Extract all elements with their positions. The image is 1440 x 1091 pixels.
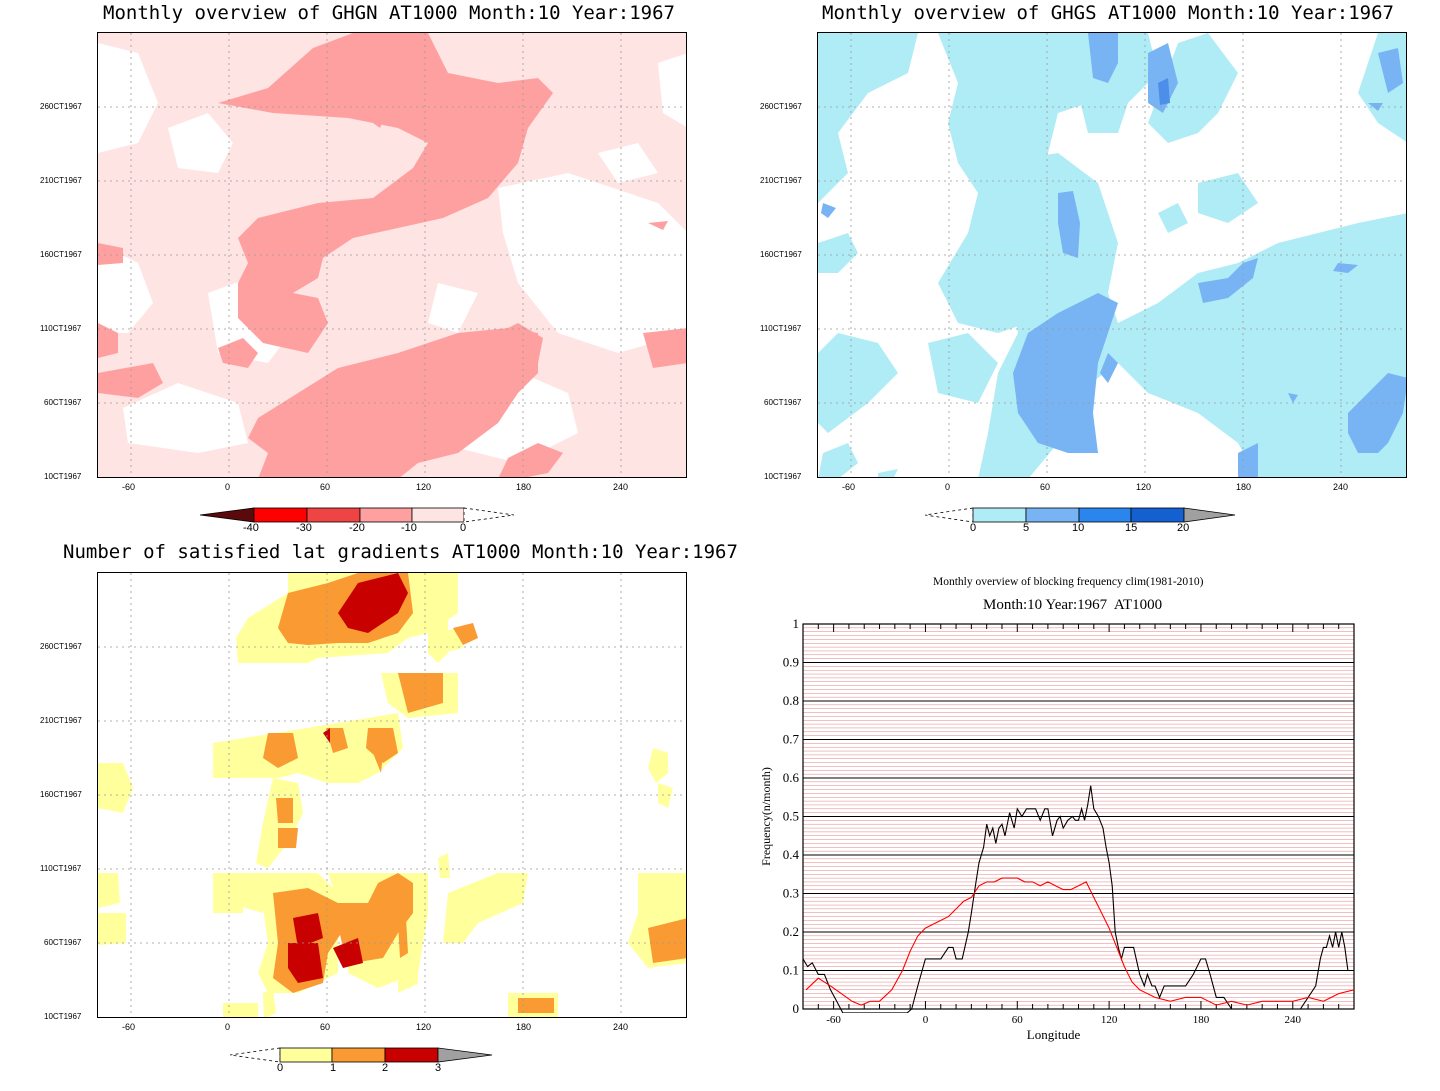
blocking-chart: 0 0.1 0.2 0.3 0.4 0.5 0.6 0.7 0.8 0.9 1 -60 0 60 120 18… [759,616,1355,1042]
x-tick-label: -60 [826,1014,841,1026]
ghgs-plot-area [817,32,1407,478]
ghgs-ytick: 210CT1967 [760,176,802,185]
ghgn-colorbar-label: -20 [349,522,365,534]
x-axis-title: Longitude [1027,1027,1081,1042]
lat-gradients-ytick: 10CT1967 [44,1012,82,1021]
ghgn-title: Monthly overview of GHGN AT1000 Month:10… [103,2,675,24]
ghgs-xtick: 0 [945,482,951,492]
ghgs-ytick: 260CT1967 [760,102,802,111]
ghgn-xtick: 180 [516,482,532,492]
lat-gradients-title: Number of satisfied lat gradients AT1000… [63,541,738,563]
y-axis-title: Frequency(n/month) [759,767,773,866]
y-tick-label: 0 [793,1001,800,1016]
ghgn-colorbar-label: -30 [296,522,312,534]
lat-gradients-xtick: -60 [122,1022,136,1032]
y-tick-label: 0.5 [783,809,799,824]
ghgn-ytick: 210CT1967 [40,176,82,185]
ghgs-ytick: 160CT1967 [760,250,802,259]
lat-gradients-xtick: 60 [320,1022,331,1032]
ghgn-colorbar-label: -40 [243,522,259,534]
lat-gradients-colorbar-label: 3 [435,1062,442,1074]
lat-gradients-plot-area [97,572,687,1018]
blocking-subtitle: Month:10 Year:1967 AT1000 [983,597,1163,613]
ghgs-ytick: 10CT1967 [764,472,802,481]
x-tick-label: 0 [923,1014,929,1026]
lat-gradients-ytick: 110CT1967 [40,864,82,873]
lat-gradients-xtick: 120 [416,1022,432,1032]
climatology-line [805,877,1354,1006]
ghgs-ytick: 110CT1967 [760,324,802,333]
lat-gradients-xtick: 0 [225,1022,231,1032]
ghgs-colorbar-label: 10 [1072,522,1085,534]
ghgn-colorbar [200,507,515,523]
ghgs-colorbar-label: 15 [1125,522,1138,534]
y-tick-label: 0.6 [783,770,800,785]
ghgn-ytick: 10CT1967 [44,472,82,481]
ghgn-xtick: 60 [320,482,331,492]
ghgs-ytick: 60CT1967 [764,398,802,407]
x-tick-label: 60 [1012,1014,1024,1026]
ghgn-xtick: -60 [122,482,136,492]
x-tick-label: 240 [1285,1014,1302,1026]
ghgn-xtick: 120 [416,482,432,492]
ghgs-title: Monthly overview of GHGS AT1000 Month:10… [822,2,1394,24]
ghgn-ytick: 260CT1967 [40,102,82,111]
ghgn-xtick: 0 [225,482,231,492]
y-tick-label: 0.7 [783,732,800,747]
ghgs-colorbar-label: 5 [1023,522,1030,534]
ghgs-xtick: 60 [1040,482,1051,492]
x-tick-label: 180 [1193,1014,1210,1026]
ghgs-xtick: 180 [1236,482,1252,492]
blocking-title: Monthly overview of blocking frequency c… [933,576,1204,588]
ghgs-colorbar [925,507,1236,523]
y-tick-label: 0.8 [783,693,799,708]
observed-frequency-line [803,785,1354,1013]
lat-gradients-ytick: 60CT1967 [44,938,82,947]
ghgn-xtick: 240 [613,482,629,492]
lat-gradients-colorbar-label: 1 [330,1062,337,1074]
ghgn-colorbar-label: 0 [460,522,467,534]
y-tick-label: 0.2 [783,924,799,939]
y-tick-label: 0.1 [783,963,799,978]
ghgn-ytick: 160CT1967 [40,250,82,259]
lat-gradients-xtick: 240 [613,1022,629,1032]
lat-gradients-xtick: 180 [516,1022,532,1032]
ghgs-colorbar-label: 0 [970,522,977,534]
y-tick-label: 0.4 [783,847,800,862]
ghgs-xtick: 120 [1136,482,1152,492]
ghgn-contour-field [98,33,686,477]
lat-gradients-ytick: 160CT1967 [40,790,82,799]
lat-gradients-colorbar [230,1047,493,1063]
lat-gradients-colorbar-label: 2 [382,1062,389,1074]
ghgs-xtick: 240 [1333,482,1349,492]
y-tick-label: 1 [793,616,800,631]
ghgs-xtick: -60 [842,482,856,492]
ghgn-ytick: 110CT1967 [40,324,82,333]
lat-gradients-ytick: 210CT1967 [40,716,82,725]
ghgs-contour-field [818,33,1406,477]
lat-gradients-contour-field [98,573,686,1017]
ghgn-plot-area [97,32,687,478]
lat-gradients-colorbar-label: 0 [277,1062,284,1074]
ghgs-colorbar-label: 20 [1177,522,1190,534]
ghgn-ytick: 60CT1967 [44,398,82,407]
lat-gradients-ytick: 260CT1967 [40,642,82,651]
ghgn-colorbar-label: -10 [401,522,417,534]
x-tick-label: 120 [1101,1014,1118,1026]
y-tick-label: 0.9 [783,655,799,670]
y-tick-label: 0.3 [783,886,799,901]
